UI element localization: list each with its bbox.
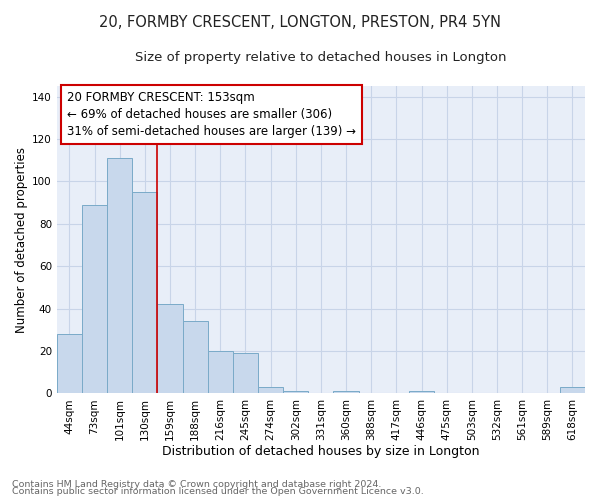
Text: Contains public sector information licensed under the Open Government Licence v3: Contains public sector information licen… — [12, 487, 424, 496]
Bar — [107, 158, 132, 394]
Text: Contains HM Land Registry data © Crown copyright and database right 2024.: Contains HM Land Registry data © Crown c… — [12, 480, 382, 489]
X-axis label: Distribution of detached houses by size in Longton: Distribution of detached houses by size … — [162, 444, 479, 458]
Text: 20 FORMBY CRESCENT: 153sqm
← 69% of detached houses are smaller (306)
31% of sem: 20 FORMBY CRESCENT: 153sqm ← 69% of deta… — [67, 90, 356, 138]
Y-axis label: Number of detached properties: Number of detached properties — [15, 146, 28, 332]
Bar — [82, 204, 107, 394]
Bar — [233, 353, 258, 394]
Bar — [258, 387, 283, 394]
Bar — [334, 391, 359, 394]
Title: Size of property relative to detached houses in Longton: Size of property relative to detached ho… — [135, 51, 506, 64]
Bar — [409, 391, 434, 394]
Bar — [182, 322, 208, 394]
Bar — [157, 304, 182, 394]
Bar — [57, 334, 82, 394]
Bar — [208, 351, 233, 394]
Bar — [283, 391, 308, 394]
Bar — [132, 192, 157, 394]
Bar — [560, 387, 585, 394]
Text: 20, FORMBY CRESCENT, LONGTON, PRESTON, PR4 5YN: 20, FORMBY CRESCENT, LONGTON, PRESTON, P… — [99, 15, 501, 30]
